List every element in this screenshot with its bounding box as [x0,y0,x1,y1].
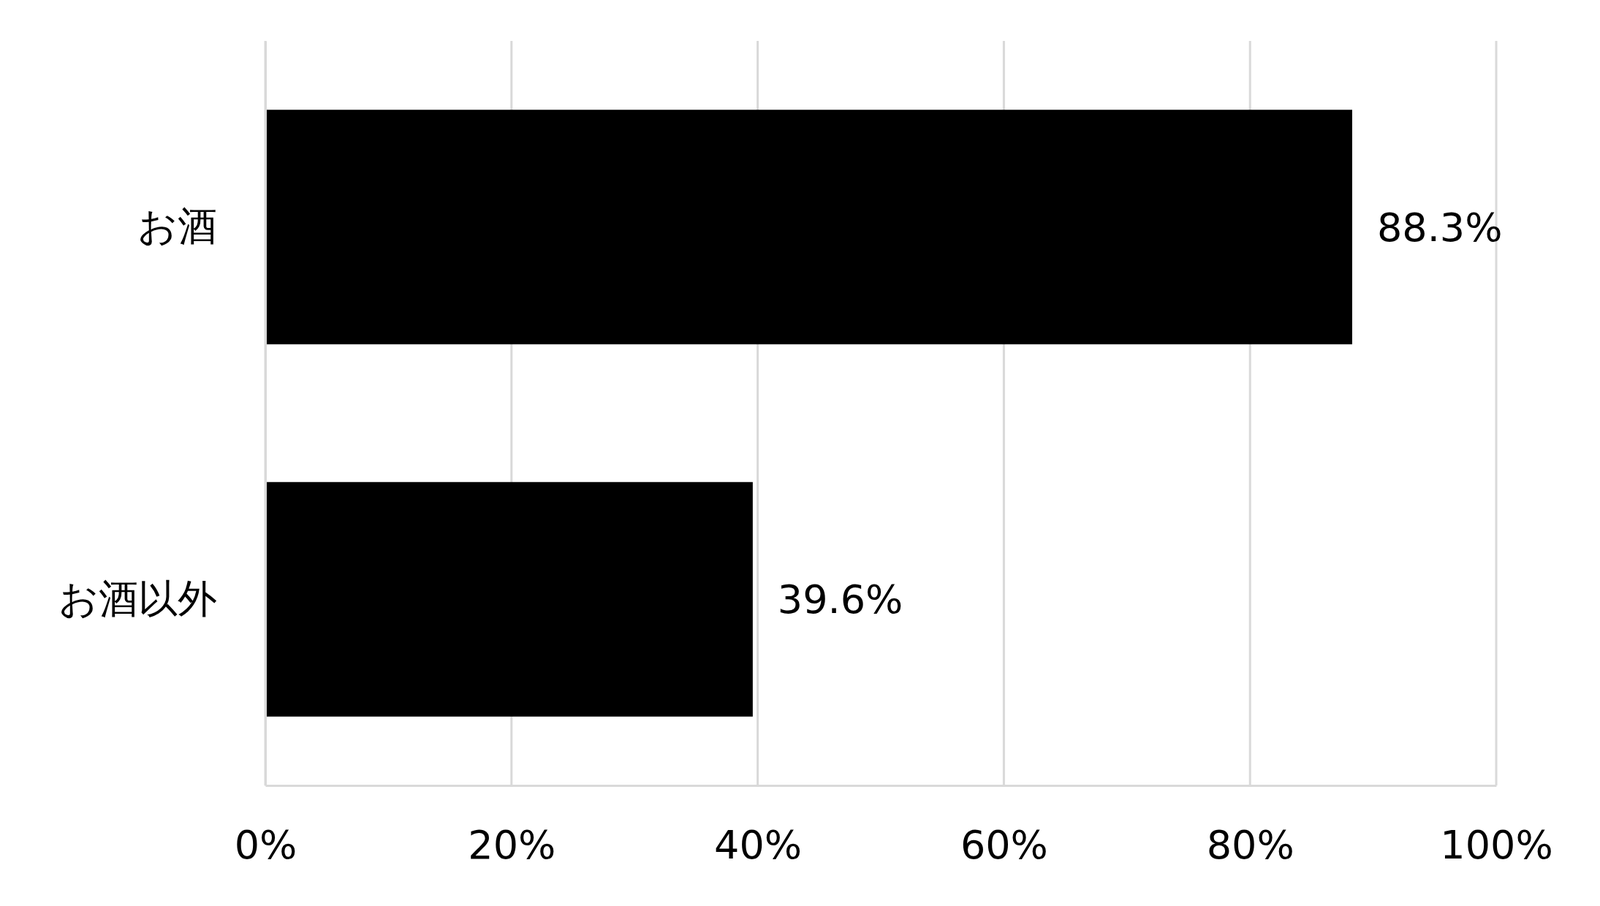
x-axis: 0% 20% 40% 60% 80% 100% [234,785,1554,869]
x-tick: 20% [467,785,556,869]
bar [265,109,1353,345]
x-tick-label: 20% [467,822,556,869]
data-label: 88.3% [1377,204,1503,251]
y-tick-label: お酒以外 [58,575,218,623]
grid-line [264,40,267,786]
data-label: 39.6% [777,576,904,623]
x-tick: 60% [960,785,1049,869]
x-tick: 80% [1206,785,1295,869]
x-tick: 100% [1439,785,1553,869]
grid-line [1495,40,1498,786]
x-tick-label: 80% [1206,822,1295,869]
x-tick: 0% [234,785,298,869]
plot: 88.3% 39.6% 0% 20% 40% 60% 80% 100% お酒お酒以外 [58,40,1554,869]
bar [265,482,753,718]
grid [265,40,1497,786]
x-tick-label: 100% [1439,822,1553,869]
y-tick-label: お酒 [137,203,218,250]
x-tick: 40% [714,785,802,869]
y-tick: お酒 [137,203,266,250]
bars [265,109,1353,717]
chart: 88.3% 39.6% 0% 20% 40% 60% 80% 100% お酒お酒以外 [0,0,1600,906]
x-tick-label: 40% [714,822,802,869]
y-axis: お酒お酒以外 [58,41,267,787]
x-tick-label: 0% [234,822,298,869]
x-tick-label: 60% [960,822,1049,869]
y-axis-line [264,41,267,787]
data-labels: 88.3% 39.6% [777,204,1503,624]
x-axis-line [266,785,1497,788]
y-tick: お酒以外 [58,575,266,623]
